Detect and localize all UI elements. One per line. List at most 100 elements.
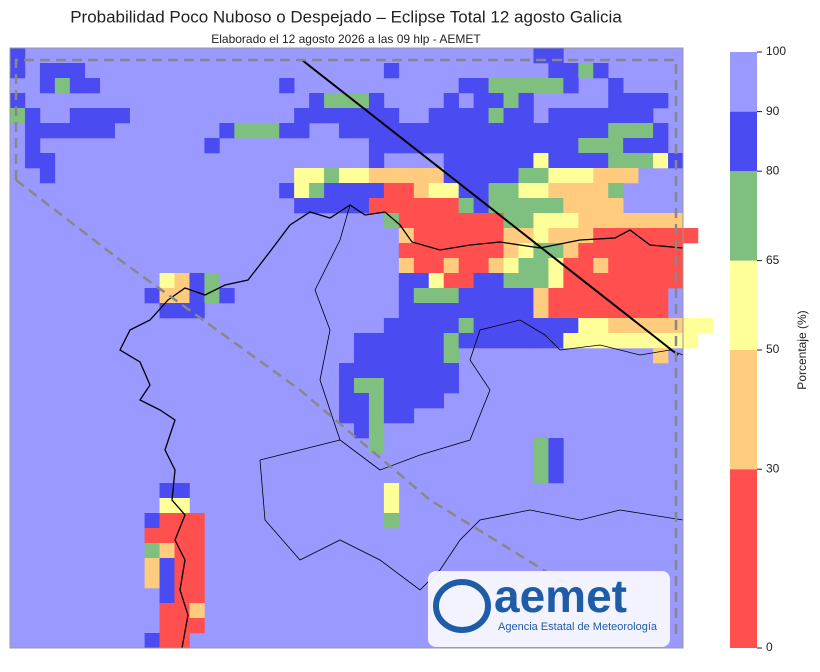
grid-cell <box>144 543 160 559</box>
grid-cell <box>413 288 430 304</box>
grid-cell <box>548 63 564 79</box>
grid-cell <box>443 303 459 319</box>
grid-cell <box>623 318 639 334</box>
grid-cell <box>518 303 534 319</box>
grid-cell <box>279 123 295 139</box>
grid-cell <box>608 123 624 139</box>
grid-cell <box>563 243 579 259</box>
grid-cell <box>159 558 175 574</box>
grid-cell <box>428 258 445 274</box>
grid-cell <box>503 318 519 334</box>
grid-cell <box>623 138 639 154</box>
grid-cell <box>608 273 624 289</box>
colorbar-tick-label: 50 <box>766 342 780 356</box>
grid-cell <box>563 288 579 304</box>
grid-cell <box>189 543 205 559</box>
grid-cell <box>578 198 594 214</box>
grid-cell <box>518 123 534 139</box>
grid-cell <box>398 273 415 289</box>
colorbar-segment <box>730 52 757 112</box>
grid-cell <box>578 183 594 199</box>
grid-cell <box>443 228 459 244</box>
grid-cell <box>533 78 549 94</box>
grid-cell <box>518 288 534 304</box>
grid-cell <box>413 198 430 214</box>
grid-cell <box>443 138 459 154</box>
grid-cell <box>533 438 549 454</box>
grid-cell <box>593 153 609 169</box>
grid-cell <box>653 93 669 109</box>
grid-cell <box>563 213 579 229</box>
grid-cell <box>458 333 474 349</box>
grid-cell <box>488 198 504 214</box>
grid-cell <box>503 333 519 349</box>
grid-cell <box>518 108 534 124</box>
grid-cell <box>623 153 639 169</box>
grid-cell <box>653 273 669 289</box>
grid-cell <box>54 123 71 139</box>
grid-cell <box>563 153 579 169</box>
grid-cell <box>563 333 579 349</box>
grid-cell <box>428 333 445 349</box>
grid-cell <box>189 273 205 289</box>
colorbar-tick-label: 100 <box>766 44 786 58</box>
grid-cell <box>593 243 609 259</box>
map <box>10 48 714 649</box>
grid-cell <box>548 228 564 244</box>
grid-cell <box>204 138 220 154</box>
grid-cell <box>533 123 549 139</box>
grid-cell <box>368 168 385 184</box>
grid-cell <box>339 408 355 424</box>
grid-cell <box>668 228 684 244</box>
eclipse-path <box>301 59 679 356</box>
grid-cell <box>488 303 504 319</box>
grid-cell <box>593 318 609 334</box>
grid-cell <box>548 333 564 349</box>
grid-cell <box>443 363 459 379</box>
grid-cell <box>683 318 699 334</box>
grid-cell <box>578 258 594 274</box>
grid-cell <box>174 273 190 289</box>
grid-cell <box>593 168 609 184</box>
grid-cell <box>518 153 534 169</box>
grid-cell <box>533 318 549 334</box>
grid-cell <box>653 213 669 229</box>
grid-cell <box>623 273 639 289</box>
grid-cell <box>503 183 519 199</box>
grid-cell <box>353 168 370 184</box>
grid-cell <box>353 393 370 409</box>
grid-cell <box>638 303 654 319</box>
grid-cell <box>503 108 519 124</box>
grid-cell <box>368 438 385 454</box>
grid-cell <box>84 123 101 139</box>
grid-cell <box>189 588 205 604</box>
grid-cell <box>368 138 385 154</box>
grid-cell <box>533 258 549 274</box>
grid-cell <box>638 333 654 349</box>
grid-cell <box>488 153 504 169</box>
grid-cell <box>563 183 579 199</box>
grid-cell <box>473 258 489 274</box>
grid-cell <box>413 168 430 184</box>
grid-cell <box>697 318 714 334</box>
grid-cell <box>578 63 594 79</box>
grid-cell <box>503 123 519 139</box>
grid-cell <box>294 168 310 184</box>
grid-cell <box>638 138 654 154</box>
grid-cell <box>339 378 355 394</box>
grid-cell <box>503 93 519 109</box>
grid-cell <box>144 573 160 589</box>
grid-cell <box>69 108 86 124</box>
grid-cell <box>264 123 280 139</box>
grid-cell <box>518 138 534 154</box>
grid-cell <box>189 303 205 319</box>
grid-cell <box>458 153 474 169</box>
grid-cell <box>443 93 459 109</box>
grid-cell <box>324 168 340 184</box>
grid-cell <box>578 108 594 124</box>
grid-cell <box>443 333 459 349</box>
grid-cell <box>578 168 594 184</box>
grid-cell <box>383 363 400 379</box>
grid-cell <box>428 198 445 214</box>
